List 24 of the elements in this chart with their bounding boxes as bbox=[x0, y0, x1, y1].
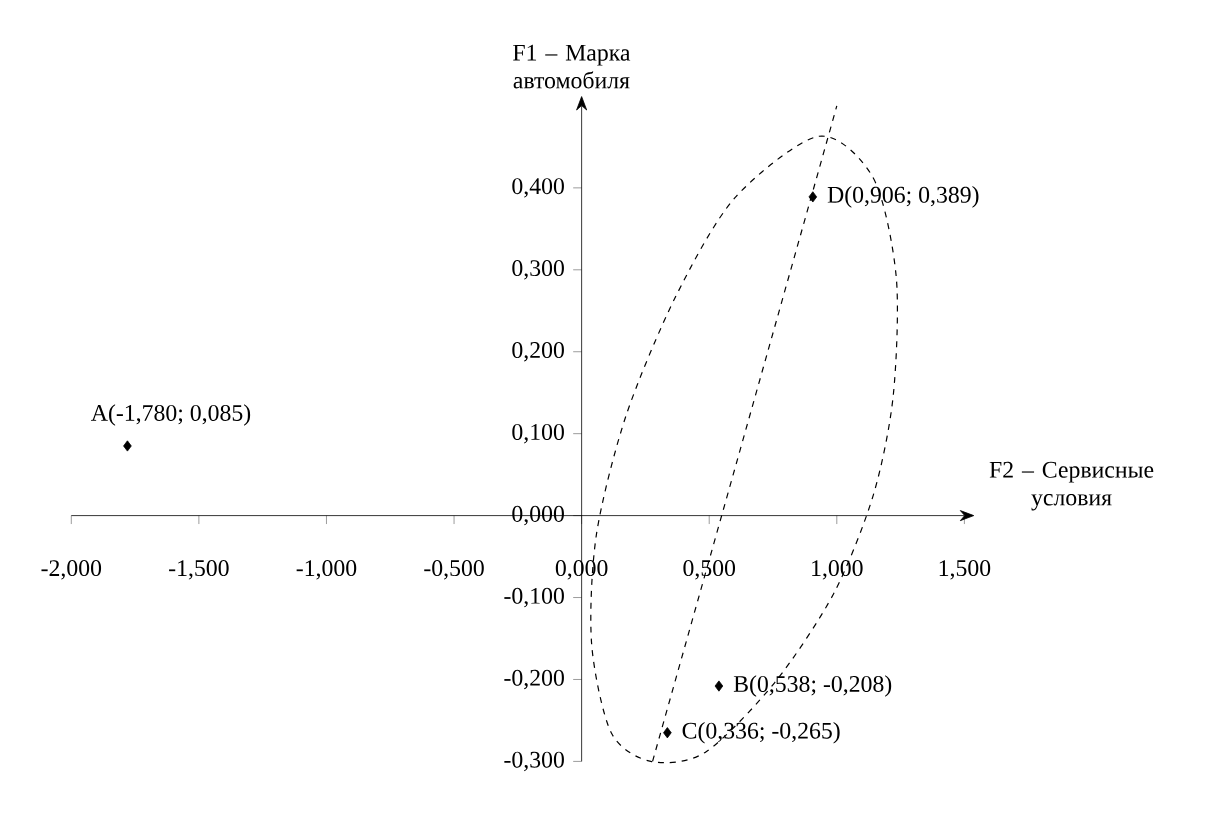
y-tick-label: 0,200 bbox=[512, 342, 564, 362]
y-tick-label: -0,200 bbox=[504, 669, 564, 690]
x-axis-title: F2 – Сервисные условия bbox=[989, 461, 1154, 511]
x-tick-label: -2,000 bbox=[41, 560, 102, 580]
point bbox=[714, 680, 724, 692]
y-tick-label: 0,300 bbox=[512, 260, 564, 280]
x-tick-label: 1,500 bbox=[939, 560, 991, 580]
x-tick-label: -1,500 bbox=[169, 560, 229, 580]
annotation: C(0,336; -0,265) bbox=[682, 722, 840, 744]
annotation: A(-1,780; 0,085) bbox=[91, 404, 251, 426]
y-tick-label: -0,300 bbox=[504, 751, 564, 772]
annotation: D(0,906; 0,389) bbox=[827, 186, 979, 208]
y-tick-label: 0,400 bbox=[512, 178, 564, 198]
x-tick-label: 0,500 bbox=[683, 560, 736, 580]
point bbox=[123, 440, 132, 452]
y-tick-label: 0,100 bbox=[512, 424, 564, 444]
x-tick-label: -0,500 bbox=[424, 560, 484, 580]
annotation: B(0,538; -0,208) bbox=[733, 675, 892, 697]
x-tick-label: 1,000 bbox=[812, 560, 863, 580]
y-axis-title: F1 – Марка автомобиля bbox=[513, 44, 631, 89]
y-tick-label: -0,100 bbox=[504, 587, 564, 608]
point bbox=[808, 191, 818, 203]
point bbox=[663, 727, 672, 739]
x-tick-label: -1,000 bbox=[296, 560, 357, 580]
